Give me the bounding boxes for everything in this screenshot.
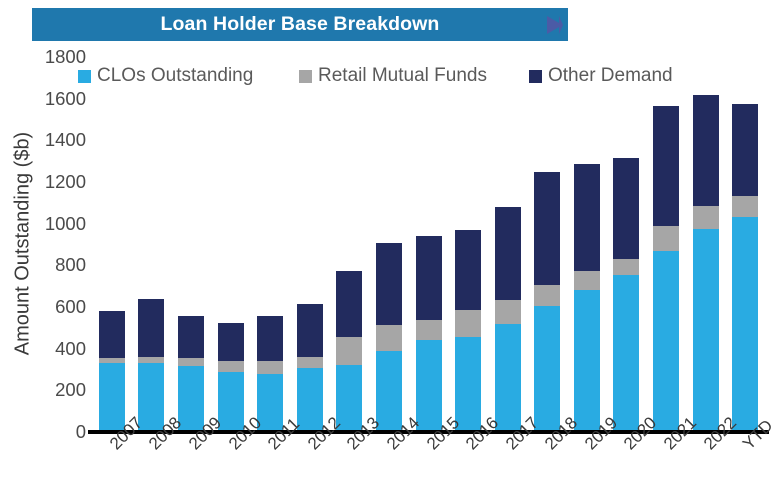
bar-group[interactable] <box>98 311 125 432</box>
bar-group[interactable] <box>375 243 402 432</box>
y-axis-tick-label: 1400 <box>44 129 86 151</box>
bar-group[interactable] <box>732 103 759 432</box>
bar-segment[interactable] <box>455 229 482 311</box>
bar-segment[interactable] <box>732 103 759 196</box>
y-axis-ticks: 1800 1600 1400 1200 1000 800 600 400 200 0 <box>24 0 86 496</box>
bar-segment[interactable] <box>494 299 521 324</box>
bar-group[interactable] <box>138 298 165 432</box>
bar-segment[interactable] <box>336 337 363 366</box>
bar-group[interactable] <box>573 164 600 432</box>
legend-label-other-demand: Other Demand <box>548 65 673 86</box>
bar-segment[interactable] <box>98 311 125 359</box>
bar-segment[interactable] <box>217 322 244 362</box>
bar-segment[interactable] <box>573 290 600 432</box>
bar-segment[interactable] <box>494 207 521 300</box>
bar-segment[interactable] <box>573 270 600 291</box>
bar-segment[interactable] <box>534 171 561 286</box>
bar-group[interactable] <box>336 270 363 432</box>
legend-item-other-demand[interactable]: Other Demand <box>529 65 673 87</box>
bar-segment[interactable] <box>98 363 125 432</box>
bar-segment[interactable] <box>257 361 284 374</box>
legend-label-clos-outstanding: CLOs Outstanding <box>97 65 254 86</box>
bar-segment[interactable] <box>732 195 759 218</box>
bar-segment[interactable] <box>692 205 719 229</box>
y-axis-tick-label: 600 <box>55 296 86 317</box>
x-axis-ticks: 2007 2008 2009 2010 2011 2012 2013 2014 2015 2016… <box>92 413 772 496</box>
y-axis-tick-label: 1000 <box>44 212 86 234</box>
bar-segment[interactable] <box>375 324 402 351</box>
legend-swatch-retail-mutual-funds <box>299 69 312 83</box>
bar-segment[interactable] <box>336 365 363 432</box>
y-axis-tick-label: 200 <box>55 379 86 401</box>
bar-segment[interactable] <box>217 371 244 432</box>
bar-segment[interactable] <box>257 373 284 432</box>
y-axis-tick-label: 400 <box>55 337 86 359</box>
y-axis-tick-label: 0 <box>75 421 86 442</box>
legend-label-retail-mutual-funds: Retail Mutual Funds <box>318 65 487 86</box>
bar-segment[interactable] <box>613 259 640 275</box>
bar-segment[interactable] <box>415 319 442 341</box>
bar-segment[interactable] <box>98 358 125 364</box>
bar-segment[interactable] <box>415 340 442 432</box>
bar-group[interactable] <box>534 171 561 432</box>
bar-segment[interactable] <box>613 274 640 432</box>
y-axis-tick-label: 800 <box>55 254 86 276</box>
x-axis-line <box>88 430 769 434</box>
bar-group[interactable] <box>692 94 719 432</box>
bar-segment[interactable] <box>375 350 402 432</box>
y-axis-tick-label: 1800 <box>44 46 86 67</box>
legend-swatch-clos-outstanding <box>78 69 91 83</box>
bar-segment[interactable] <box>336 270 363 338</box>
bar-segment[interactable] <box>177 316 204 359</box>
chart-title-bar: Loan Holder Base Breakdown <box>32 8 568 41</box>
bar-group[interactable] <box>653 105 680 432</box>
bar-group[interactable] <box>177 316 204 432</box>
bar-segment[interactable] <box>653 225 680 251</box>
y-axis-tick-label: 1200 <box>44 171 86 192</box>
bar-segment[interactable] <box>573 164 600 271</box>
bar-segment[interactable] <box>296 368 323 432</box>
bar-segment[interactable] <box>455 310 482 338</box>
bar-segment[interactable] <box>296 357 323 369</box>
page-title: Loan Holder Base Breakdown <box>160 13 440 35</box>
legend-item-retail-mutual-funds[interactable]: Retail Mutual Funds <box>299 65 487 87</box>
bar-segment[interactable] <box>296 303 323 358</box>
bar-segment[interactable] <box>177 358 204 367</box>
bar-segment[interactable] <box>534 285 561 306</box>
bar-segment[interactable] <box>692 228 719 432</box>
bar-group[interactable] <box>613 158 640 432</box>
bar-segment[interactable] <box>138 298 165 357</box>
bar-segment[interactable] <box>653 250 680 432</box>
bar-segment[interactable] <box>138 357 165 364</box>
bar-segment[interactable] <box>217 361 244 372</box>
bar-segment[interactable] <box>138 363 165 432</box>
bar-segment[interactable] <box>415 236 442 320</box>
bar-group[interactable] <box>494 207 521 432</box>
bar-segment[interactable] <box>534 305 561 432</box>
bar-segment[interactable] <box>177 366 204 432</box>
bar-segment[interactable] <box>455 337 482 432</box>
bar-segment[interactable] <box>613 158 640 260</box>
chart-legend: CLOs Outstanding Retail Mutual Funds Oth… <box>78 65 738 89</box>
bar-group[interactable] <box>296 303 323 432</box>
bar-segment[interactable] <box>653 105 680 226</box>
bar-group[interactable] <box>257 316 284 432</box>
y-axis-tick-label: 1600 <box>44 87 86 109</box>
bar-segment[interactable] <box>494 323 521 432</box>
bar-group[interactable] <box>217 322 244 432</box>
legend-swatch-other-demand <box>529 69 542 83</box>
bar-segment[interactable] <box>375 243 402 325</box>
legend-item-clos-outstanding[interactable]: CLOs Outstanding <box>78 65 253 87</box>
bar-group[interactable] <box>455 229 482 432</box>
play-arrow-icon <box>547 16 563 34</box>
bar-group[interactable] <box>415 236 442 432</box>
bar-segment[interactable] <box>732 217 759 432</box>
bar-segment[interactable] <box>692 94 719 206</box>
plot-area <box>92 57 765 432</box>
bar-segment[interactable] <box>257 316 284 362</box>
